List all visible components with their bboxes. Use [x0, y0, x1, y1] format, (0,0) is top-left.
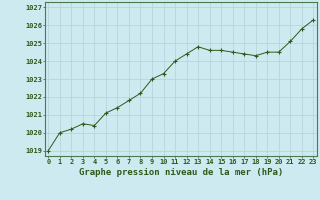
X-axis label: Graphe pression niveau de la mer (hPa): Graphe pression niveau de la mer (hPa)	[79, 168, 283, 177]
